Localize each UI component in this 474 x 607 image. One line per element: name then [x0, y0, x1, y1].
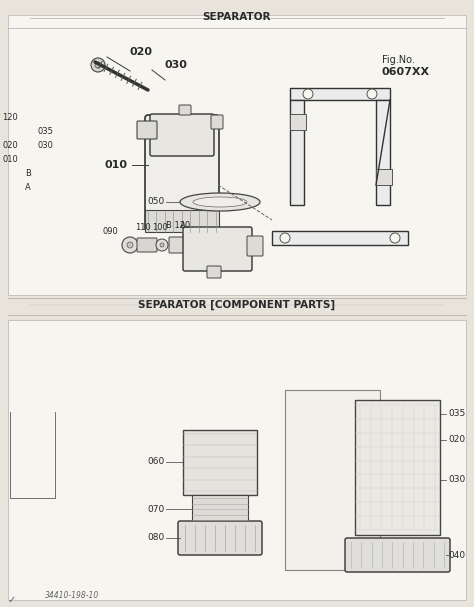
FancyBboxPatch shape [8, 320, 466, 600]
FancyBboxPatch shape [178, 521, 262, 555]
Text: 100: 100 [152, 223, 168, 231]
Circle shape [390, 233, 400, 243]
FancyBboxPatch shape [150, 114, 214, 156]
Text: 120: 120 [2, 112, 18, 121]
Ellipse shape [180, 193, 260, 211]
FancyBboxPatch shape [183, 430, 257, 495]
FancyBboxPatch shape [169, 237, 187, 253]
FancyBboxPatch shape [376, 100, 390, 205]
Text: 110: 110 [135, 223, 151, 231]
FancyBboxPatch shape [272, 231, 408, 245]
Text: 030: 030 [38, 140, 54, 149]
FancyBboxPatch shape [247, 236, 263, 256]
FancyBboxPatch shape [207, 266, 221, 278]
Circle shape [127, 242, 133, 248]
Text: 020: 020 [2, 140, 18, 149]
Circle shape [160, 243, 164, 247]
Text: 060: 060 [148, 458, 165, 467]
FancyBboxPatch shape [290, 88, 390, 100]
FancyBboxPatch shape [183, 227, 252, 271]
FancyBboxPatch shape [376, 169, 392, 185]
Text: Fig.No.: Fig.No. [382, 55, 415, 65]
Text: 035: 035 [38, 126, 54, 135]
Circle shape [280, 233, 290, 243]
FancyBboxPatch shape [192, 495, 248, 523]
Circle shape [303, 89, 313, 99]
Text: 020: 020 [130, 47, 153, 57]
FancyBboxPatch shape [145, 210, 219, 232]
Text: 040: 040 [448, 551, 465, 560]
FancyBboxPatch shape [8, 15, 466, 295]
Text: 030: 030 [448, 475, 465, 484]
Polygon shape [285, 390, 380, 570]
Text: 020: 020 [448, 435, 465, 444]
Text: A: A [25, 183, 31, 191]
Circle shape [122, 237, 138, 253]
Text: SEPARATOR: SEPARATOR [203, 12, 271, 22]
Text: 090: 090 [102, 226, 118, 236]
FancyBboxPatch shape [211, 115, 223, 129]
Text: B 120: B 120 [166, 220, 190, 229]
FancyBboxPatch shape [137, 238, 157, 252]
Circle shape [91, 58, 105, 72]
Circle shape [367, 89, 377, 99]
Text: 050: 050 [148, 197, 165, 206]
Circle shape [156, 239, 168, 251]
Text: 010: 010 [2, 155, 18, 163]
FancyBboxPatch shape [145, 115, 219, 231]
FancyBboxPatch shape [345, 538, 450, 572]
FancyBboxPatch shape [355, 400, 440, 535]
Text: 34410-198-10: 34410-198-10 [45, 591, 99, 600]
Text: 0607XX: 0607XX [382, 67, 430, 77]
FancyBboxPatch shape [290, 114, 306, 130]
Text: 080: 080 [148, 534, 165, 543]
Ellipse shape [193, 197, 247, 207]
Text: 070: 070 [148, 504, 165, 514]
Circle shape [95, 62, 101, 68]
Text: B: B [25, 169, 31, 177]
Text: ✓: ✓ [8, 595, 16, 605]
Text: 030: 030 [165, 60, 188, 70]
FancyBboxPatch shape [290, 100, 304, 205]
FancyBboxPatch shape [137, 121, 157, 139]
Text: A: A [180, 220, 186, 229]
FancyBboxPatch shape [179, 105, 191, 115]
Text: SEPARATOR [COMPONENT PARTS]: SEPARATOR [COMPONENT PARTS] [138, 300, 336, 310]
Text: 010: 010 [105, 160, 128, 170]
Text: 035: 035 [448, 410, 465, 418]
